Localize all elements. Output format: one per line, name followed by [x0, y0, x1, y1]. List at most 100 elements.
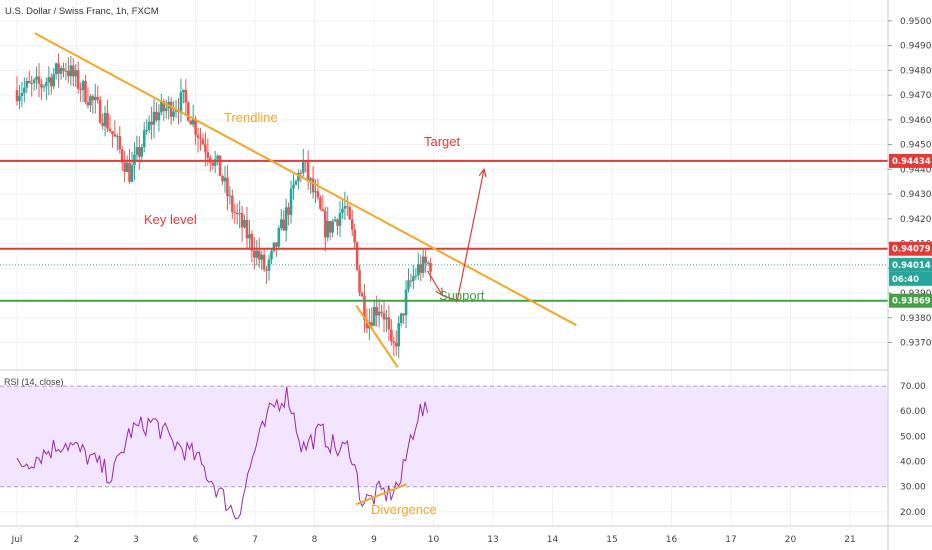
projection-down-arrowhead	[435, 287, 444, 297]
projection-path	[427, 169, 485, 302]
candle-body	[204, 144, 207, 153]
candle-body	[86, 102, 90, 106]
candle-body	[387, 317, 391, 330]
divergence-label: Divergence	[371, 502, 437, 517]
candle-body	[191, 118, 195, 125]
candle-body	[47, 77, 51, 83]
candle-body	[162, 101, 166, 112]
candle-body	[113, 134, 117, 137]
candle-body	[238, 213, 241, 215]
candle-body	[326, 221, 330, 238]
candle-body	[333, 219, 337, 222]
candle-body	[145, 130, 148, 132]
rsi-overbought-oversold-band	[0, 386, 888, 487]
current-price-tag-bg	[889, 257, 932, 272]
candle-body	[316, 191, 320, 198]
candle-body	[424, 256, 427, 264]
candle-body	[240, 213, 244, 228]
support-level-tag-bg	[889, 293, 932, 308]
candle-body	[377, 311, 381, 316]
candle-body	[37, 76, 41, 84]
candle-body	[194, 118, 197, 135]
candle-body	[419, 264, 423, 273]
candle-body	[62, 68, 65, 72]
candle-body	[397, 323, 401, 347]
candle-body	[394, 343, 398, 347]
candle-body	[277, 228, 281, 247]
candle-body	[27, 81, 31, 83]
wedge-line	[355, 304, 399, 368]
candle-body	[350, 219, 354, 230]
candle-body	[348, 207, 352, 220]
candle-body	[275, 242, 278, 247]
candle-body	[321, 208, 325, 211]
candle-body	[255, 250, 259, 258]
candle-body	[272, 242, 276, 251]
candle-body	[130, 165, 134, 182]
candle-body	[353, 229, 356, 243]
candle-body	[179, 92, 183, 113]
candle-body	[363, 296, 366, 320]
time-tick-label: 20	[785, 535, 797, 545]
time-tick-label: 7	[252, 535, 258, 545]
candle-body	[182, 89, 185, 93]
candle-body	[116, 136, 119, 138]
time-tick-label: 16	[666, 535, 678, 545]
candle-body	[172, 111, 175, 117]
candle-body	[324, 210, 327, 238]
current-price-tag: 0.94014	[892, 261, 931, 271]
rsi-tick-label: 70.00	[900, 382, 926, 392]
candle-body	[292, 184, 295, 189]
candle-body	[319, 197, 322, 209]
candle-body	[120, 149, 124, 163]
candle-body	[223, 177, 227, 182]
candle-body	[414, 275, 418, 277]
candle-body	[57, 63, 60, 74]
candle-body	[138, 147, 141, 157]
price-tick-label: 0.93700	[900, 339, 932, 349]
candle-body	[111, 131, 114, 135]
candle-body	[294, 180, 298, 185]
candle-body	[201, 139, 205, 145]
candle-body	[76, 70, 80, 89]
rsi-label[interactable]: RSI (14, close)	[4, 377, 64, 387]
candle-body	[147, 121, 151, 131]
candle-body	[155, 111, 158, 121]
rsi-series	[16, 386, 429, 520]
candle-body	[84, 81, 87, 103]
candle-body	[160, 101, 163, 113]
symbol-label[interactable]: U.S. Dollar / Swiss Franc, 1h, FXCM	[5, 6, 159, 17]
candle-body	[211, 162, 215, 166]
candle-body	[336, 219, 339, 226]
candle-body	[184, 89, 188, 103]
time-tick-label: Jul	[11, 535, 23, 545]
candle-body	[287, 207, 290, 215]
rsi-tick-label: 20.00	[900, 508, 926, 518]
candle-body	[270, 250, 273, 260]
candle-body	[282, 219, 286, 231]
candle-body	[89, 96, 92, 106]
candle-body	[98, 99, 102, 123]
trendline-label: Trendline	[224, 110, 278, 125]
key-level-label: Key level	[144, 212, 197, 227]
candle-body	[216, 155, 219, 160]
candle-body	[289, 188, 293, 215]
candle-body	[385, 317, 388, 320]
candle-body	[140, 147, 144, 157]
candle-body	[118, 136, 122, 150]
candle-body	[157, 112, 161, 121]
candle-body	[30, 82, 33, 84]
candle-body	[52, 74, 56, 87]
candle-body	[164, 108, 168, 112]
candle-body	[338, 213, 342, 226]
support-label: Support	[439, 288, 485, 303]
time-tick-label: 8	[312, 535, 318, 545]
candle-body	[101, 122, 104, 127]
candle-body	[186, 102, 190, 121]
